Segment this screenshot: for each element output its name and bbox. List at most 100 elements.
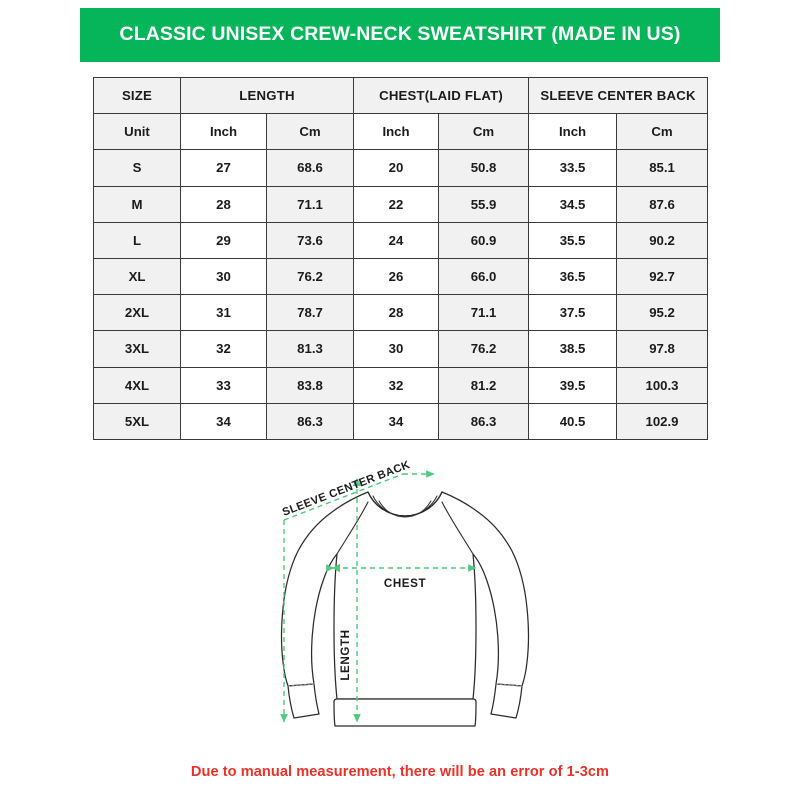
measurement-disclaimer: Due to manual measurement, there will be… — [190, 764, 610, 780]
cell-sleeve-cm: 97.8 — [616, 330, 709, 368]
cell-chest-inch: 26 — [353, 257, 440, 296]
cell-chest-cm: 55.9 — [438, 185, 530, 223]
unit-chest-inch: Inch — [353, 113, 440, 151]
length-measure-label: LENGTH — [339, 629, 352, 680]
cell-chest-cm: 71.1 — [438, 294, 530, 332]
cell-sleeve-inch: 39.5 — [528, 366, 618, 404]
table-row: M 28 71.1 22 55.9 34.5 87.6 — [93, 185, 709, 223]
right-cuff-seam — [495, 683, 523, 687]
cell-sleeve-cm: 102.9 — [616, 402, 709, 440]
cell-chest-cm: 60.9 — [438, 221, 530, 259]
cell-chest-inch: 30 — [353, 330, 440, 368]
unit-length-cm: Cm — [265, 113, 355, 151]
table-row: 3XL 32 81.3 30 76.2 38.5 97.8 — [93, 330, 709, 368]
cell-length-inch: 33 — [180, 366, 267, 404]
cell-length-inch: 28 — [180, 185, 267, 223]
unit-chest-cm: Cm — [438, 113, 530, 151]
cell-chest-inch: 22 — [353, 185, 440, 223]
cell-sleeve-cm: 87.6 — [616, 185, 709, 223]
cell-length-inch: 29 — [180, 221, 267, 259]
cell-length-cm: 83.8 — [265, 366, 355, 404]
cell-sleeve-cm: 95.2 — [616, 294, 709, 332]
size-chart-table-container: SIZE LENGTH CHEST(LAID FLAT) SLEEVE CENT… — [93, 76, 709, 440]
column-header-chest: CHEST(LAID FLAT) — [353, 76, 530, 115]
cell-sleeve-inch: 37.5 — [528, 294, 618, 332]
cell-sleeve-inch: 38.5 — [528, 330, 618, 368]
cell-length-cm: 71.1 — [265, 185, 355, 223]
cell-length-inch: 34 — [180, 402, 267, 440]
sweatshirt-outline — [280, 491, 530, 727]
cell-chest-inch: 34 — [353, 402, 440, 440]
size-chart-table: SIZE LENGTH CHEST(LAID FLAT) SLEEVE CENT… — [93, 76, 709, 440]
cell-size: 4XL — [93, 366, 181, 404]
table-group-header-row: SIZE LENGTH CHEST(LAID FLAT) SLEEVE CENT… — [93, 76, 709, 115]
cell-sleeve-inch: 40.5 — [528, 402, 618, 440]
chest-measure-label: CHEST — [384, 577, 426, 590]
cell-chest-inch: 32 — [353, 366, 440, 404]
cell-size: M — [93, 185, 181, 223]
cell-length-cm: 76.2 — [265, 257, 355, 296]
cell-length-inch: 32 — [180, 330, 267, 368]
cell-sleeve-cm: 90.2 — [616, 221, 709, 259]
cell-sleeve-cm: 92.7 — [616, 257, 709, 296]
cell-chest-cm: 66.0 — [438, 257, 530, 296]
neckline-inner-1 — [372, 495, 438, 517]
table-row: XL 30 76.2 26 66.0 36.5 92.7 — [93, 257, 709, 296]
cell-sleeve-cm: 85.1 — [616, 149, 709, 187]
table-row: L 29 73.6 24 60.9 35.5 90.2 — [93, 221, 709, 259]
column-header-sleeve: SLEEVE CENTER BACK — [528, 76, 709, 115]
cell-length-cm: 73.6 — [265, 221, 355, 259]
size-chart-body: S 27 68.6 20 50.8 33.5 85.1 M 28 71.1 22… — [93, 149, 709, 440]
cell-size: S — [93, 149, 181, 187]
neckline-inner-2 — [378, 500, 432, 518]
garment-measurement-diagram: SLEEVE CENTER BACK CHEST LENGTH — [240, 450, 570, 750]
cell-sleeve-inch: 36.5 — [528, 257, 618, 296]
cell-chest-inch: 20 — [353, 149, 440, 187]
cell-length-cm: 86.3 — [265, 402, 355, 440]
cell-sleeve-inch: 34.5 — [528, 185, 618, 223]
table-row: 5XL 34 86.3 34 86.3 40.5 102.9 — [93, 402, 709, 440]
left-cuff-seam — [287, 683, 315, 687]
cell-length-cm: 68.6 — [265, 149, 355, 187]
cell-length-inch: 31 — [180, 294, 267, 332]
cell-size: 5XL — [93, 402, 181, 440]
table-row: 2XL 31 78.7 28 71.1 37.5 95.2 — [93, 294, 709, 332]
cell-length-inch: 27 — [180, 149, 267, 187]
cell-length-cm: 78.7 — [265, 294, 355, 332]
table-unit-header-row: Unit Inch Cm Inch Cm Inch Cm — [93, 113, 709, 151]
column-header-size: SIZE — [93, 76, 181, 115]
cell-size: 3XL — [93, 330, 181, 368]
unit-sleeve-cm: Cm — [616, 113, 709, 151]
cell-sleeve-cm: 100.3 — [616, 366, 709, 404]
cell-length-inch: 30 — [180, 257, 267, 296]
cell-chest-inch: 28 — [353, 294, 440, 332]
cell-chest-cm: 76.2 — [438, 330, 530, 368]
sleeve-guide-diagonal — [283, 473, 404, 521]
unit-label: Unit — [93, 113, 181, 151]
cell-sleeve-inch: 35.5 — [528, 221, 618, 259]
table-row: 4XL 33 83.8 32 81.2 39.5 100.3 — [93, 366, 709, 404]
left-cuff — [287, 683, 320, 719]
right-shoulder-seam — [441, 501, 474, 555]
unit-length-inch: Inch — [180, 113, 267, 151]
cell-size: XL — [93, 257, 181, 296]
cell-chest-inch: 24 — [353, 221, 440, 259]
right-cuff — [490, 683, 523, 719]
column-header-length: LENGTH — [179, 76, 355, 115]
bottom-hem-band — [333, 698, 477, 727]
sweatshirt-body-path — [280, 491, 530, 700]
cell-size: 2XL — [93, 294, 181, 332]
page-title: CLASSIC UNISEX CREW-NECK SWEATSHIRT (MAD… — [119, 23, 681, 46]
chest-guide-left-arrowhead — [332, 563, 340, 573]
cell-chest-cm: 86.3 — [438, 402, 530, 440]
cell-length-cm: 81.3 — [265, 330, 355, 368]
unit-sleeve-inch: Inch — [528, 113, 618, 151]
cell-chest-cm: 50.8 — [438, 149, 530, 187]
measurement-guides — [280, 470, 477, 723]
cell-chest-cm: 81.2 — [438, 366, 530, 404]
length-guide-top-arrowhead — [352, 478, 362, 486]
cell-size: L — [93, 221, 181, 259]
cell-sleeve-inch: 33.5 — [528, 149, 618, 187]
table-row: S 27 68.6 20 50.8 33.5 85.1 — [93, 149, 709, 187]
left-shoulder-seam — [336, 501, 369, 555]
